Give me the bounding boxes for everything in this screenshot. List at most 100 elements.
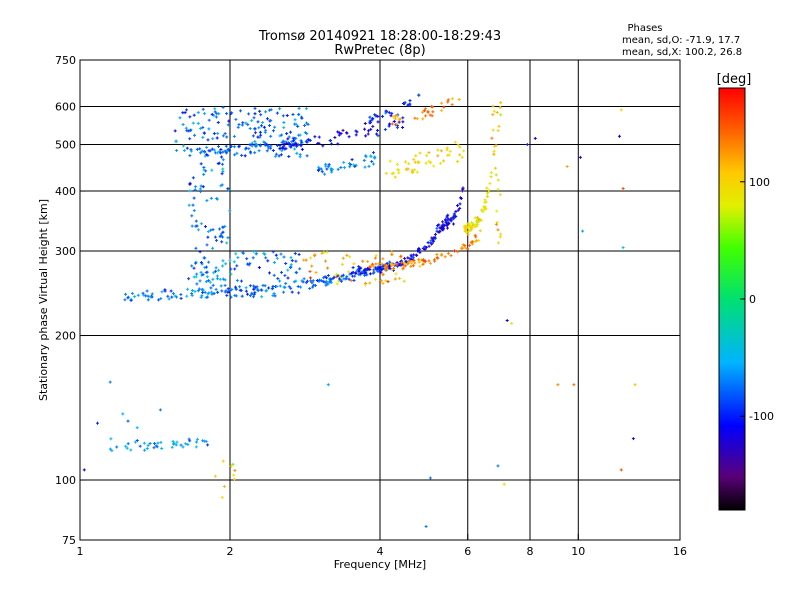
colorbar-label: [deg] — [717, 72, 752, 87]
echo-point — [393, 263, 395, 266]
echo-point — [579, 155, 581, 159]
echo-point — [310, 276, 311, 280]
echo-point — [441, 252, 443, 256]
echo-point — [175, 140, 177, 144]
echo-point — [209, 149, 211, 153]
echo-point — [472, 222, 474, 226]
echo-point — [349, 255, 351, 259]
echo-point — [109, 380, 111, 384]
echo-point — [468, 229, 470, 233]
echo-point — [367, 267, 369, 271]
echo-point — [245, 289, 247, 293]
echo-point — [490, 175, 492, 179]
echo-point — [443, 105, 445, 109]
echo-point — [190, 148, 192, 152]
echo-point — [295, 136, 297, 140]
echo-point — [377, 269, 379, 273]
echo-point — [469, 244, 471, 247]
echo-point — [443, 159, 444, 163]
echo-point — [464, 244, 466, 248]
echo-point — [259, 135, 261, 139]
echo-point — [486, 186, 488, 190]
echo-point — [315, 284, 316, 287]
echo-point — [254, 140, 256, 143]
echo-point — [349, 165, 351, 169]
echo-point — [409, 257, 411, 261]
echo-point — [415, 154, 417, 158]
echo-point — [398, 168, 400, 172]
echo-point — [442, 228, 444, 232]
echo-point — [426, 154, 428, 158]
echo-point — [294, 137, 296, 141]
echo-point — [284, 274, 286, 277]
echo-point — [197, 121, 199, 125]
echo-point — [252, 256, 254, 260]
echo-point — [189, 189, 191, 193]
echo-point — [434, 259, 435, 263]
echo-point — [208, 127, 210, 131]
echo-point — [259, 130, 261, 134]
echo-point — [375, 114, 377, 118]
echo-point — [200, 127, 202, 130]
echo-point — [134, 440, 136, 444]
echo-point — [192, 176, 194, 180]
echo-point — [632, 437, 634, 441]
echo-point — [377, 265, 379, 269]
echo-point — [130, 298, 132, 302]
echo-point — [275, 253, 277, 257]
echo-point — [466, 230, 467, 234]
echo-point — [230, 295, 232, 299]
echo-point — [122, 412, 124, 416]
echo-point — [155, 444, 157, 448]
echo-point — [424, 248, 426, 251]
echo-point — [173, 441, 175, 445]
echo-point — [432, 237, 434, 241]
echo-point — [230, 112, 232, 116]
echo-point — [322, 144, 324, 148]
echo-point — [335, 272, 337, 276]
echo-point — [402, 267, 404, 271]
echo-point — [497, 178, 499, 182]
echo-point — [153, 446, 155, 450]
echo-point — [373, 151, 374, 155]
echo-point — [380, 279, 382, 283]
y-tick-label: 300 — [55, 245, 76, 258]
echo-point — [224, 132, 226, 136]
echo-point — [290, 265, 292, 269]
echo-point — [413, 253, 415, 257]
echo-point — [438, 230, 440, 234]
echo-point — [212, 283, 214, 287]
echo-point — [429, 476, 431, 480]
echo-point — [389, 159, 391, 163]
echo-point — [230, 267, 232, 271]
echo-point — [180, 296, 182, 300]
echo-point — [474, 239, 476, 243]
echo-point — [242, 121, 244, 125]
echo-point — [259, 109, 261, 113]
echo-point — [409, 259, 411, 263]
echo-point — [270, 119, 272, 122]
echo-point — [265, 288, 267, 292]
echo-point — [255, 144, 257, 147]
echo-point — [338, 279, 340, 283]
echo-point — [128, 295, 129, 299]
echo-point — [343, 160, 345, 164]
echo-point — [276, 111, 278, 115]
echo-point — [275, 154, 276, 158]
echo-point — [436, 226, 438, 230]
echo-point — [254, 143, 256, 147]
echo-point — [229, 258, 231, 262]
echo-point — [191, 289, 193, 292]
echo-point — [368, 129, 369, 133]
echo-point — [249, 127, 251, 130]
echo-point — [125, 444, 127, 448]
echo-point — [337, 274, 339, 278]
echo-point — [450, 217, 452, 221]
echo-point — [405, 160, 406, 164]
echo-point — [285, 140, 287, 144]
echo-point — [366, 273, 368, 277]
echo-point — [253, 249, 255, 253]
echo-point — [437, 154, 439, 158]
echo-point — [186, 146, 188, 150]
echo-point — [274, 294, 276, 298]
